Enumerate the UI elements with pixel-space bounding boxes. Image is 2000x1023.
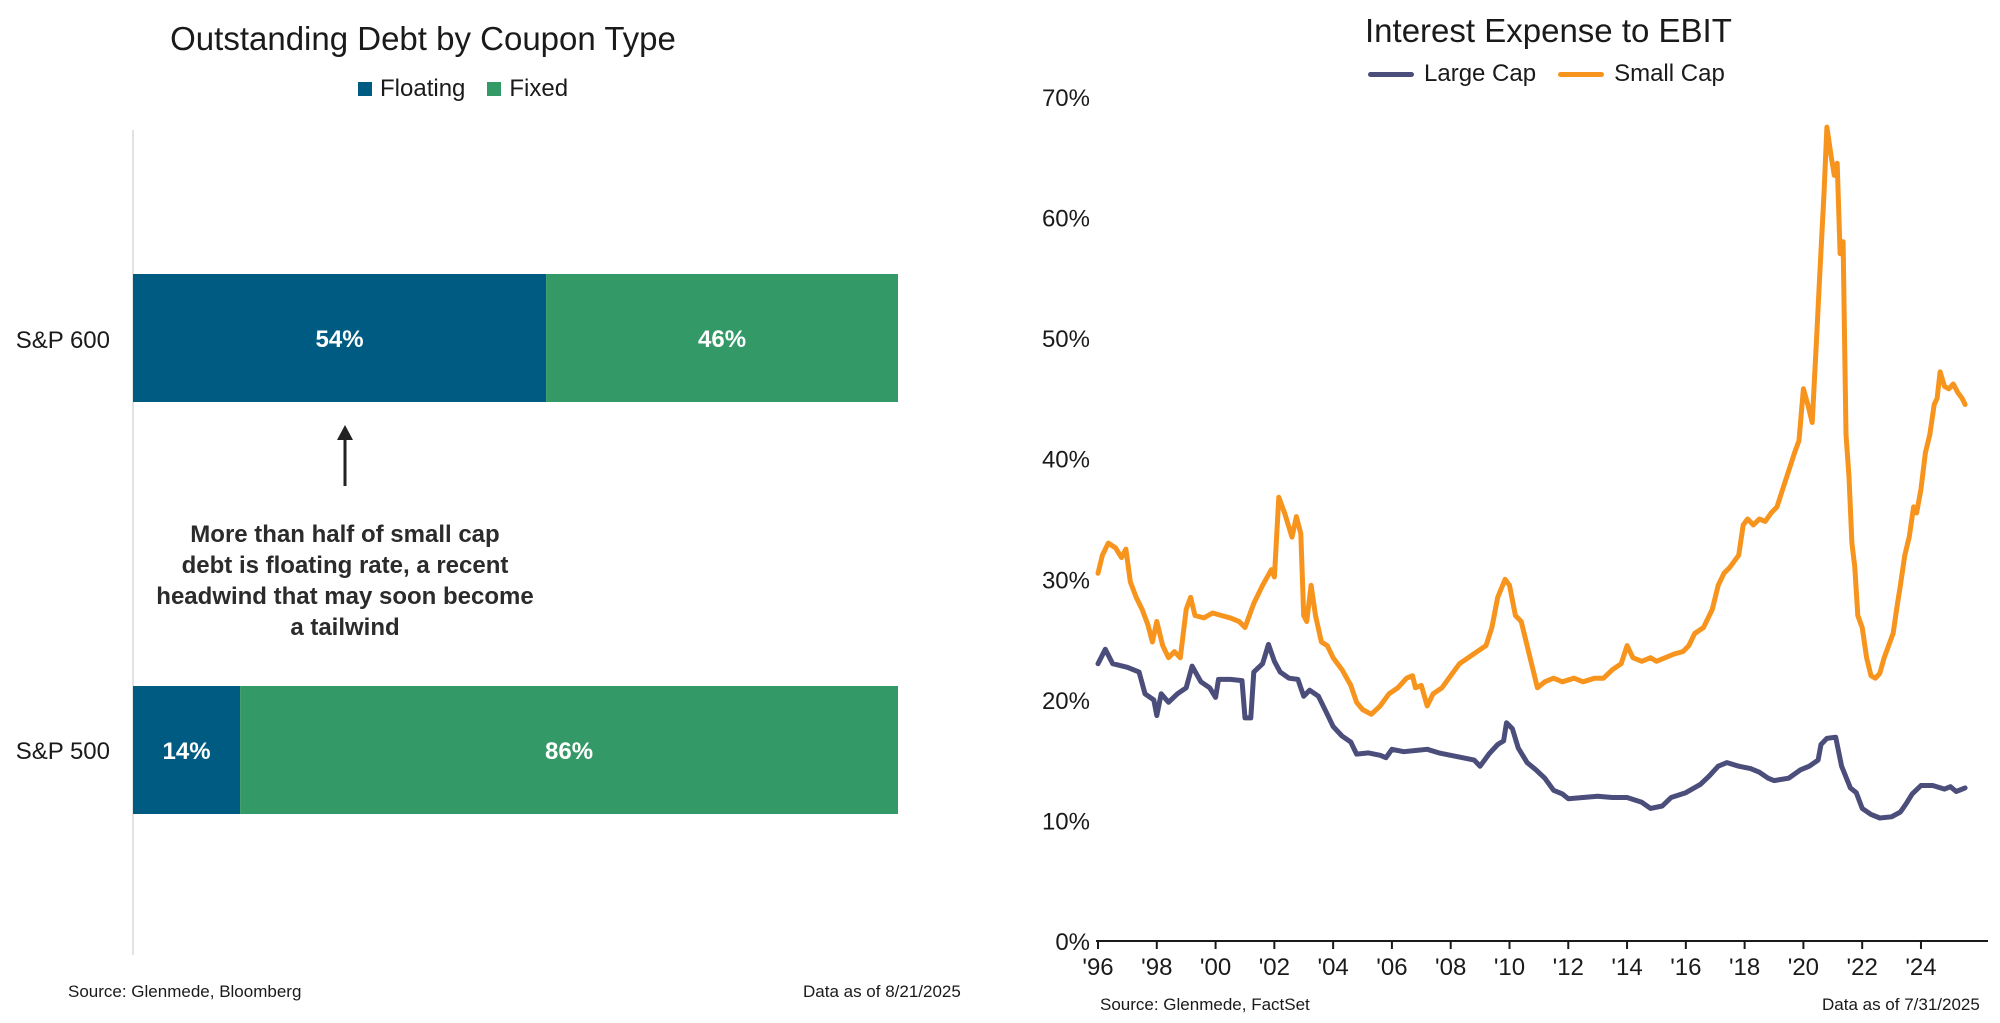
x-tick-label-8: '12 xyxy=(1553,954,1584,981)
x-tick-label-11: '18 xyxy=(1729,954,1760,981)
left-chart-panel: Outstanding Debt by Coupon Type Floating… xyxy=(16,20,961,1001)
bar-floating-1 xyxy=(133,686,241,814)
data-label-fixed-0: 46% xyxy=(698,326,746,353)
legend-label-floating: Floating xyxy=(380,75,466,102)
legend-item-floating: Floating xyxy=(358,75,465,103)
category-label-sp500: S&P 500 xyxy=(16,738,110,765)
x-tick-label-1: '98 xyxy=(1141,954,1172,981)
y-ticks-layer: 0% 10% 20% 30% 40% 50% 60% 70% xyxy=(1042,85,1090,956)
y-tick-label-5: 50% xyxy=(1042,326,1090,353)
lines-layer xyxy=(1095,124,1968,821)
x-ticks-layer: '96 '98 '00 '02 '04 '06 '08 '10 '12 '14 '16 '18 '20 '… xyxy=(1082,941,1937,981)
annotation-text: More than half of small cap debt is float… xyxy=(156,521,533,641)
legend-label-large-cap: Large Cap xyxy=(1424,60,1537,87)
right-source: Source: Glenmede, FactSet xyxy=(1100,995,1310,1014)
x-tick-label-0: '96 xyxy=(1082,954,1113,981)
y-tick-label-6: 60% xyxy=(1042,206,1090,233)
legend-item-fixed: Fixed xyxy=(487,75,568,103)
data-label-fixed-1: 86% xyxy=(545,738,593,765)
right-chart-title: Interest Expense to EBIT xyxy=(1365,12,1732,49)
right-legend: Large Cap Small Cap xyxy=(1368,60,1747,88)
x-tick-label-6: '08 xyxy=(1435,954,1466,981)
series-line-large-cap xyxy=(1095,641,1968,821)
data-label-floating-1: 14% xyxy=(163,738,211,765)
bars-layer: 54% 46% 14% 86% xyxy=(133,274,899,814)
right-chart-svg: 0%10%20%30%40%50%60%70% '96'98'00'02'04 '… xyxy=(1042,85,1988,981)
left-chart-title: Outstanding Debt by Coupon Type xyxy=(170,20,676,57)
annotation-line-1: More than half of small cap xyxy=(190,521,499,548)
legend-item-small-cap: Small Cap xyxy=(1558,60,1725,88)
x-tick-label-9: '14 xyxy=(1611,954,1642,981)
annotation-line-3: headwind that may soon become xyxy=(156,583,533,610)
legend-item-large-cap: Large Cap xyxy=(1368,60,1536,88)
legend-swatch-small-cap xyxy=(1558,71,1605,77)
y-tick-label-4: 40% xyxy=(1042,447,1090,474)
annotation-line-4: a tailwind xyxy=(290,614,399,641)
y-tick-label-1: 10% xyxy=(1042,808,1090,835)
legend-label-fixed: Fixed xyxy=(509,75,569,102)
x-tick-label-7: '10 xyxy=(1494,954,1525,981)
y-tick-label-2: 20% xyxy=(1042,688,1090,715)
category-label-sp600: S&P 600 xyxy=(16,327,110,354)
left-chart-svg: S&P 600 S&P 500 54% 46% 14% 86% More than h… xyxy=(16,130,899,955)
right-chart-panel: Interest Expense to EBIT Large Cap Small… xyxy=(1000,0,2000,1023)
bar-fixed-0 xyxy=(546,274,898,402)
x-tick-label-14: '24 xyxy=(1905,954,1936,981)
x-tick-label-4: '04 xyxy=(1317,954,1348,981)
data-label-floating-0: 54% xyxy=(316,326,364,353)
legend-label-small-cap: Small Cap xyxy=(1614,60,1725,87)
legend-swatch-fixed xyxy=(487,82,502,96)
x-tick-label-13: '22 xyxy=(1847,954,1878,981)
legend-swatch-large-cap xyxy=(1368,71,1414,77)
left-as-of: Data as of 8/21/2025 xyxy=(803,982,961,1001)
annotation-arrow-head xyxy=(337,425,353,440)
x-tick-label-3: '02 xyxy=(1259,954,1290,981)
right-as-of: Data as of 7/31/2025 xyxy=(1822,995,1980,1014)
legend-swatch-floating xyxy=(358,82,372,96)
bar-floating-0 xyxy=(133,274,547,402)
left-legend: Floating Fixed xyxy=(358,75,590,103)
x-tick-label-5: '06 xyxy=(1376,954,1407,981)
bar-fixed-1 xyxy=(240,686,899,814)
annotation-line-2: debt is floating rate, a recent xyxy=(182,552,509,579)
x-tick-label-10: '16 xyxy=(1670,954,1701,981)
y-tick-label-0: 0% xyxy=(1055,929,1090,956)
y-tick-label-7: 70% xyxy=(1042,85,1090,112)
series-line-small-cap xyxy=(1095,124,1968,717)
x-tick-label-2: '00 xyxy=(1200,954,1231,981)
x-tick-label-12: '20 xyxy=(1788,954,1819,981)
y-tick-label-3: 30% xyxy=(1042,567,1090,594)
left-source: Source: Glenmede, Bloomberg xyxy=(68,982,302,1001)
